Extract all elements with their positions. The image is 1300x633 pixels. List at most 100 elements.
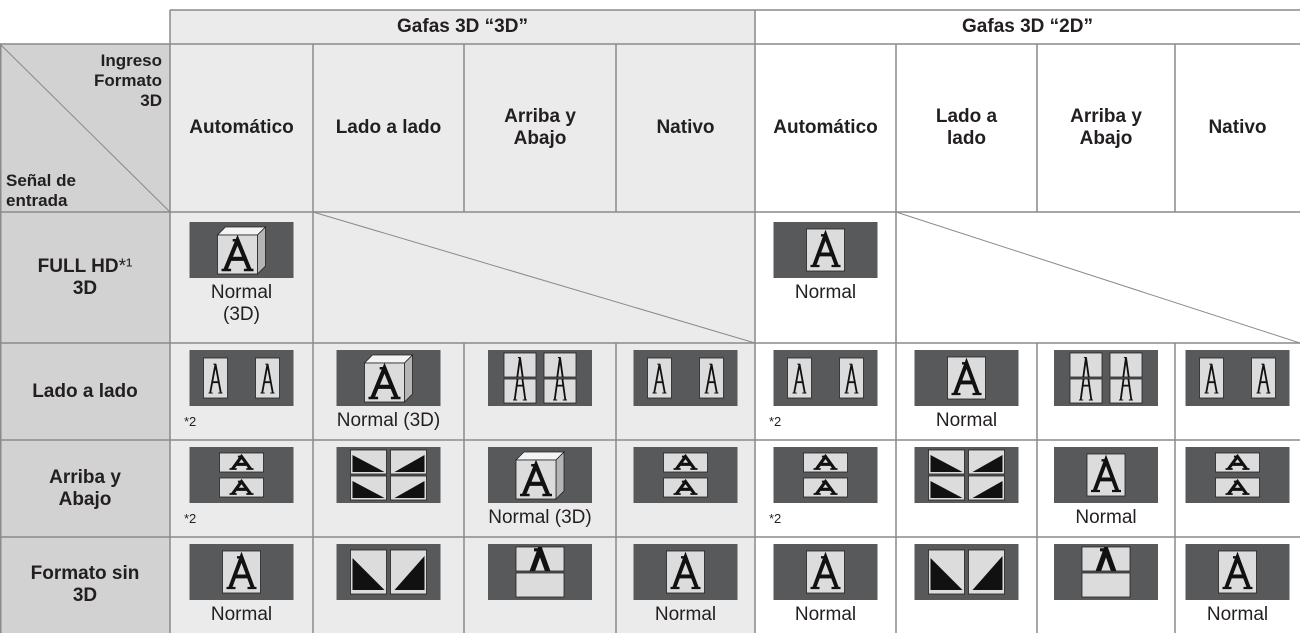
caption-line: Normal (1206, 604, 1269, 625)
column-header-line: Lado a lado (335, 117, 442, 138)
row-header: Lado a lado (0, 381, 170, 403)
icon-screen (1069, 352, 1103, 378)
icon-screen (1109, 352, 1143, 378)
glyph-serif (1100, 548, 1108, 552)
column-header: Lado a lado (896, 106, 1037, 150)
glyph-serif (1204, 363, 1219, 394)
mode-icon (1185, 447, 1290, 503)
icon-face (257, 226, 266, 275)
group-header: Gafas 3D “2D” (755, 16, 1300, 38)
column-header: Arriba y Abajo (464, 106, 616, 150)
mode-icon (336, 447, 441, 503)
glyph-serif (1083, 357, 1087, 359)
icon-clip (513, 379, 527, 401)
row-header-line: Abajo (58, 488, 112, 510)
cell-caption: Normal (755, 604, 896, 626)
cell-caption: Normal (755, 282, 896, 304)
caption-line: Normal (3D) (336, 410, 441, 431)
row-header-line: 3D (72, 277, 98, 299)
cell-caption: Normal (3D) (313, 410, 464, 432)
mode-icon (189, 544, 294, 600)
icon-clip (1095, 547, 1117, 571)
group-title: Gafas 3D “2D” (962, 16, 1093, 37)
row-header-bg (0, 44, 170, 633)
cell-caption: Normal (170, 604, 313, 626)
glyph-serif (520, 463, 552, 497)
group-3d-bg (170, 10, 755, 633)
row-header-line: Formato sin (30, 563, 140, 584)
row-header-line: FULL HD*¹ (37, 255, 133, 277)
icon-screen (1215, 477, 1260, 498)
glyph-serif (534, 548, 542, 552)
icon-screen (803, 477, 848, 498)
icon-screen (503, 352, 537, 378)
glyph-serif (670, 556, 701, 590)
row-note: *¹ (118, 255, 133, 277)
glyph-serif (792, 363, 807, 394)
glyph-serif (1222, 556, 1253, 590)
glyph-serif (260, 363, 275, 394)
glyph-serif (513, 399, 527, 401)
caption-line: Normal (3D) (488, 507, 592, 528)
icon-screen (503, 378, 537, 404)
icon-screen (1215, 452, 1260, 473)
caption-line: Normal (210, 282, 273, 303)
glyph-serif (1119, 399, 1133, 401)
mode-icon (189, 447, 294, 503)
column-header: Automático (755, 117, 896, 139)
column-header-line: Abajo (513, 128, 567, 149)
icon-screen (1109, 378, 1143, 404)
icon-wedge (972, 455, 1003, 472)
glyph-serif (652, 363, 667, 394)
cell-caption: Normal (1175, 604, 1300, 626)
mode-icon (1054, 447, 1158, 503)
glyph-serif (1123, 357, 1127, 359)
column-header: Nativo (1175, 117, 1300, 139)
glyph-serif (517, 357, 521, 359)
corner-input-format: Ingreso Formato 3D (94, 51, 162, 111)
column-header-line: Nativo (1208, 117, 1267, 138)
column-header-line: Automático (189, 117, 294, 138)
caption-line: Normal (935, 410, 998, 431)
icon-screen (543, 378, 577, 404)
icon-wedge (972, 556, 1003, 590)
row-header: Arriba y Abajo (0, 467, 170, 511)
glyph-a (1079, 379, 1093, 401)
glyph-serif (813, 480, 838, 495)
icon-wedge (930, 455, 963, 472)
glyph-serif (810, 556, 841, 590)
group-header: Gafas 3D “3D” (170, 16, 755, 38)
icon-clip (529, 547, 551, 571)
corner-text: 3D (140, 91, 162, 110)
column-header: Automático (170, 117, 313, 139)
column-header-line: lado (946, 128, 987, 149)
mode-icon (488, 544, 592, 600)
icon-screen (663, 477, 708, 498)
icon-clip (1082, 357, 1090, 377)
mode-icon (914, 447, 1019, 503)
glyph-a (513, 379, 527, 401)
merged-diagonal (895, 211, 1300, 344)
mode-icon (1185, 350, 1290, 406)
column-header-line: Automático (773, 117, 878, 138)
icon-clip (553, 379, 567, 401)
icon-wedge (394, 556, 425, 590)
corner-diagonal (0, 43, 171, 213)
cell-caption: Normal (616, 604, 755, 626)
icon-wedge (394, 481, 425, 498)
mode-icon (633, 447, 738, 503)
mode-icon (914, 350, 1019, 406)
mode-icon (1054, 350, 1158, 406)
column-header-line: Abajo (1079, 128, 1133, 149)
row-header: Formato sin 3D (0, 563, 170, 607)
mode-icon (189, 350, 294, 406)
glyph-serif (810, 234, 841, 268)
mode-icon (773, 447, 878, 503)
icon-clip (1119, 379, 1133, 401)
row-header: FULL HD*¹ 3D (0, 256, 170, 300)
cell-note: *2 (769, 414, 781, 429)
caption-line: Normal (210, 604, 273, 625)
caption-line: (3D) (223, 304, 260, 325)
glyph-serif (229, 455, 254, 470)
